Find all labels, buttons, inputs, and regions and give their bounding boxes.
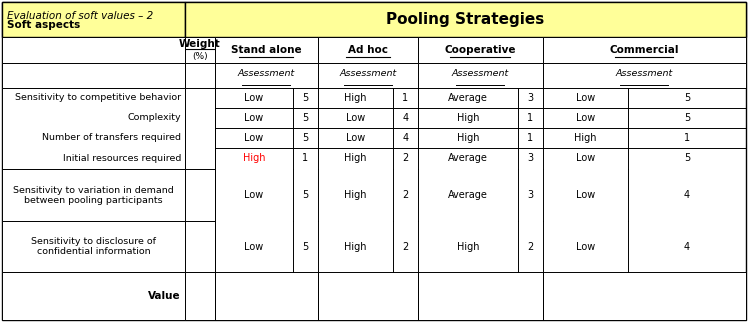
Text: Cooperative: Cooperative xyxy=(445,45,516,55)
Bar xyxy=(418,272,543,320)
Text: Complexity: Complexity xyxy=(127,113,181,122)
Text: Low: Low xyxy=(576,190,595,200)
Text: Low: Low xyxy=(245,93,263,103)
Text: 5: 5 xyxy=(684,154,690,164)
Text: Low: Low xyxy=(346,113,365,123)
Text: Low: Low xyxy=(576,113,595,123)
Bar xyxy=(185,37,215,63)
Text: Value: Value xyxy=(148,291,181,301)
Text: 3: 3 xyxy=(527,154,533,164)
Bar xyxy=(543,37,746,63)
Text: High: High xyxy=(243,154,266,164)
Text: 1: 1 xyxy=(302,154,309,164)
Text: High: High xyxy=(574,133,597,143)
Bar xyxy=(2,88,185,169)
Text: 2: 2 xyxy=(402,190,408,200)
Text: Sensitivity to competitive behavior: Sensitivity to competitive behavior xyxy=(15,93,181,102)
Bar xyxy=(215,272,318,320)
Text: 1: 1 xyxy=(402,93,408,103)
Text: 4: 4 xyxy=(684,242,690,251)
Text: Low: Low xyxy=(245,190,263,200)
Bar xyxy=(185,272,215,320)
Bar xyxy=(185,169,215,222)
Text: 4: 4 xyxy=(402,113,408,123)
Text: Low: Low xyxy=(576,242,595,251)
Text: Evaluation of soft values – 2: Evaluation of soft values – 2 xyxy=(7,11,153,21)
Text: Stand alone: Stand alone xyxy=(231,45,301,55)
Bar xyxy=(185,222,215,272)
Text: Assessment: Assessment xyxy=(340,69,396,78)
Text: 5: 5 xyxy=(302,113,309,123)
Text: Low: Low xyxy=(245,133,263,143)
Bar xyxy=(185,88,215,169)
Text: Soft aspects: Soft aspects xyxy=(7,20,80,30)
Bar xyxy=(2,63,185,88)
Text: Ad hoc: Ad hoc xyxy=(348,45,388,55)
Text: Average: Average xyxy=(448,93,488,103)
Text: 4: 4 xyxy=(684,190,690,200)
Text: Pooling Strategies: Pooling Strategies xyxy=(387,12,545,27)
Text: 5: 5 xyxy=(302,93,309,103)
Text: High: High xyxy=(344,242,367,251)
Text: 2: 2 xyxy=(402,242,408,251)
Bar xyxy=(318,63,418,88)
Bar xyxy=(543,272,746,320)
Text: 5: 5 xyxy=(684,113,690,123)
Text: Average: Average xyxy=(448,190,488,200)
Text: 5: 5 xyxy=(302,242,309,251)
Text: (%): (%) xyxy=(192,52,208,61)
Text: Low: Low xyxy=(576,93,595,103)
Bar xyxy=(418,37,543,63)
Bar xyxy=(215,37,318,63)
Text: Average: Average xyxy=(448,154,488,164)
Text: 3: 3 xyxy=(527,93,533,103)
Bar xyxy=(2,37,185,63)
Text: Low: Low xyxy=(576,154,595,164)
Bar xyxy=(318,272,418,320)
Bar xyxy=(318,37,418,63)
Bar xyxy=(2,2,185,37)
Text: Low: Low xyxy=(346,133,365,143)
Text: 4: 4 xyxy=(402,133,408,143)
Text: Initial resources required: Initial resources required xyxy=(63,154,181,163)
Text: 5: 5 xyxy=(302,133,309,143)
Bar xyxy=(543,63,746,88)
Text: High: High xyxy=(457,133,479,143)
Text: 3: 3 xyxy=(527,190,533,200)
Text: Commercial: Commercial xyxy=(610,45,679,55)
Text: 5: 5 xyxy=(684,93,690,103)
Text: 2: 2 xyxy=(527,242,533,251)
Text: Number of transfers required: Number of transfers required xyxy=(42,133,181,142)
Text: 5: 5 xyxy=(302,190,309,200)
Bar xyxy=(185,63,215,88)
Text: Low: Low xyxy=(245,242,263,251)
Text: Weight: Weight xyxy=(179,39,221,49)
Text: 1: 1 xyxy=(527,113,533,123)
Text: 1: 1 xyxy=(527,133,533,143)
Text: High: High xyxy=(344,154,367,164)
Text: Assessment: Assessment xyxy=(452,69,509,78)
Bar xyxy=(2,169,185,222)
Text: 2: 2 xyxy=(402,154,408,164)
Text: Assessment: Assessment xyxy=(238,69,295,78)
Text: Assessment: Assessment xyxy=(616,69,673,78)
Text: 1: 1 xyxy=(684,133,690,143)
Text: Sensitivity to disclosure of
confidential information: Sensitivity to disclosure of confidentia… xyxy=(31,237,156,256)
Text: Low: Low xyxy=(245,113,263,123)
Text: High: High xyxy=(457,242,479,251)
Bar xyxy=(185,2,746,37)
Bar xyxy=(2,272,185,320)
Text: High: High xyxy=(457,113,479,123)
Bar xyxy=(2,222,185,272)
Bar xyxy=(418,63,543,88)
Text: High: High xyxy=(344,190,367,200)
Bar xyxy=(215,63,318,88)
Text: Sensitivity to variation in demand
between pooling participants: Sensitivity to variation in demand betwe… xyxy=(13,185,174,205)
Text: High: High xyxy=(344,93,367,103)
